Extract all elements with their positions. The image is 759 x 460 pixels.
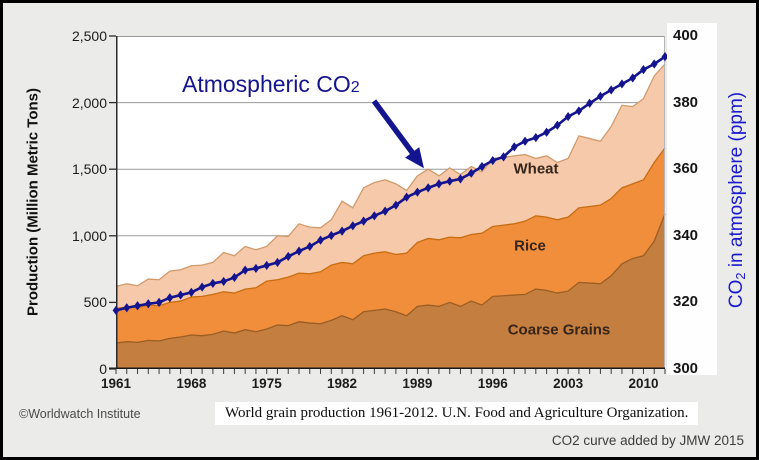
co2-marker-diamond (510, 142, 518, 152)
caption-text: World grain production 1961-2012. U.N. F… (215, 402, 699, 425)
x-tick-label: 1996 (477, 376, 508, 391)
co2-marker-diamond (338, 226, 346, 236)
co2-marker-diamond (618, 79, 626, 89)
co2-marker-diamond (564, 111, 572, 122)
right-tick-label: 400 (673, 27, 699, 44)
co2-marker-diamond (112, 305, 120, 315)
co2-marker-diamond (317, 235, 324, 245)
co2-marker-diamond (370, 211, 378, 221)
right-tick-label: 380 (673, 93, 699, 111)
co2-line (115, 55, 666, 312)
co2-marker-diamond (381, 206, 389, 216)
right-axis-title-sub: 2 (733, 272, 749, 280)
co2-marker-diamond (586, 98, 594, 108)
right-tick-label: 320 (673, 293, 699, 311)
co2-marker-diamond (650, 59, 658, 69)
co2-marker-diamond (284, 251, 292, 262)
plot-area (109, 35, 669, 374)
co2-marker-diamond (123, 303, 131, 313)
x-tick-label: 1975 (251, 376, 282, 391)
area-edge (115, 63, 666, 288)
stacked-area-chart (109, 35, 669, 374)
co2-marker-diamond (478, 161, 486, 172)
co2-marker-diamond (134, 301, 141, 311)
right-axis-title-post: in atmosphere (ppm) (725, 91, 747, 273)
co2-marker-diamond (177, 290, 184, 300)
co2-marker-diamond (392, 200, 400, 210)
co2-marker-diamond (629, 73, 637, 83)
co2-marker-diamond (349, 221, 357, 231)
co2-marker-diamond (403, 192, 411, 202)
left-tick-label: 1,000 (71, 227, 107, 244)
right-tick-label: 360 (673, 160, 699, 178)
co2-marker-diamond (597, 91, 604, 101)
left-tick-label: 2,500 (71, 28, 107, 44)
co2-marker-diamond (467, 168, 475, 178)
co2-marker-diamond (263, 260, 271, 271)
x-tick-label: 1982 (327, 376, 358, 391)
left-tick-label: 2,000 (71, 94, 107, 111)
x-tick-label: 1968 (176, 376, 207, 391)
attribution-text: ©Worldwatch Institute (19, 407, 141, 421)
co2-marker-diamond (500, 152, 507, 162)
co2-marker-diamond (446, 176, 454, 186)
co2-annotation-sub: 2 (350, 78, 360, 96)
co2-marker-diamond (424, 183, 432, 193)
co2-marker-diamond (414, 187, 421, 197)
co2-marker-diamond (209, 278, 217, 289)
co2-marker-diamond (543, 127, 550, 137)
x-tick-label: 1961 (100, 376, 132, 391)
co2-annotation-text: Atmospheric CO (182, 71, 351, 97)
x-tick-label: 2003 (553, 376, 584, 391)
co2-marker-diamond (575, 106, 583, 116)
co2-marker-diamond (155, 297, 163, 307)
annotation-arrow-icon (371, 99, 424, 169)
co2-marker-diamond (306, 241, 314, 252)
co2-marker-diamond (532, 132, 540, 143)
left-tick-label: 0 (99, 361, 107, 377)
co2-marker-diamond (166, 293, 174, 303)
area-coarse-grains (116, 213, 665, 369)
coarse-grains-area-label: Coarse Grains (507, 321, 611, 339)
right-axis-title-pre: CO (725, 279, 747, 309)
left-axis-title: Production (Million Metric Tons) (24, 87, 42, 317)
co2-marker-diamond (553, 120, 561, 130)
right-tick-label: 340 (673, 226, 699, 244)
area-edge (115, 147, 666, 310)
left-tick-label: 500 (83, 294, 107, 311)
right-tick-label: 300 (673, 360, 699, 377)
co2-marker-diamond (607, 85, 615, 95)
co2-marker-diamond (640, 65, 647, 75)
co2-marker-diamond (435, 179, 443, 189)
co2-marker-diamond (274, 257, 281, 268)
co2-marker-diamond (457, 174, 464, 184)
area-edge (115, 213, 666, 344)
rice-area-label: Rice (514, 237, 546, 255)
co2-marker-diamond (489, 155, 497, 166)
co2-marker-diamond (360, 216, 367, 226)
credit-text: CO2 curve added by JMW 2015 (551, 433, 744, 448)
x-tick-label: 1989 (402, 376, 433, 391)
co2-marker-diamond (231, 272, 238, 283)
co2-marker-diamond (327, 230, 335, 241)
right-axis-title: CO2 in atmosphere (ppm) (726, 92, 748, 308)
right-axis-strip (667, 23, 717, 375)
x-tick-label: 2010 (628, 376, 659, 391)
co2-marker-diamond (521, 136, 529, 146)
co2-marker-diamond (241, 265, 249, 275)
co2-marker-diamond (144, 299, 152, 309)
co2-marker-diamond (187, 287, 195, 298)
wheat-area-label: Wheat (513, 160, 559, 178)
left-tick-label: 1,500 (71, 161, 107, 178)
co2-marker-diamond (661, 52, 669, 62)
co2-annotation-label: Atmospheric CO2 (182, 71, 360, 98)
